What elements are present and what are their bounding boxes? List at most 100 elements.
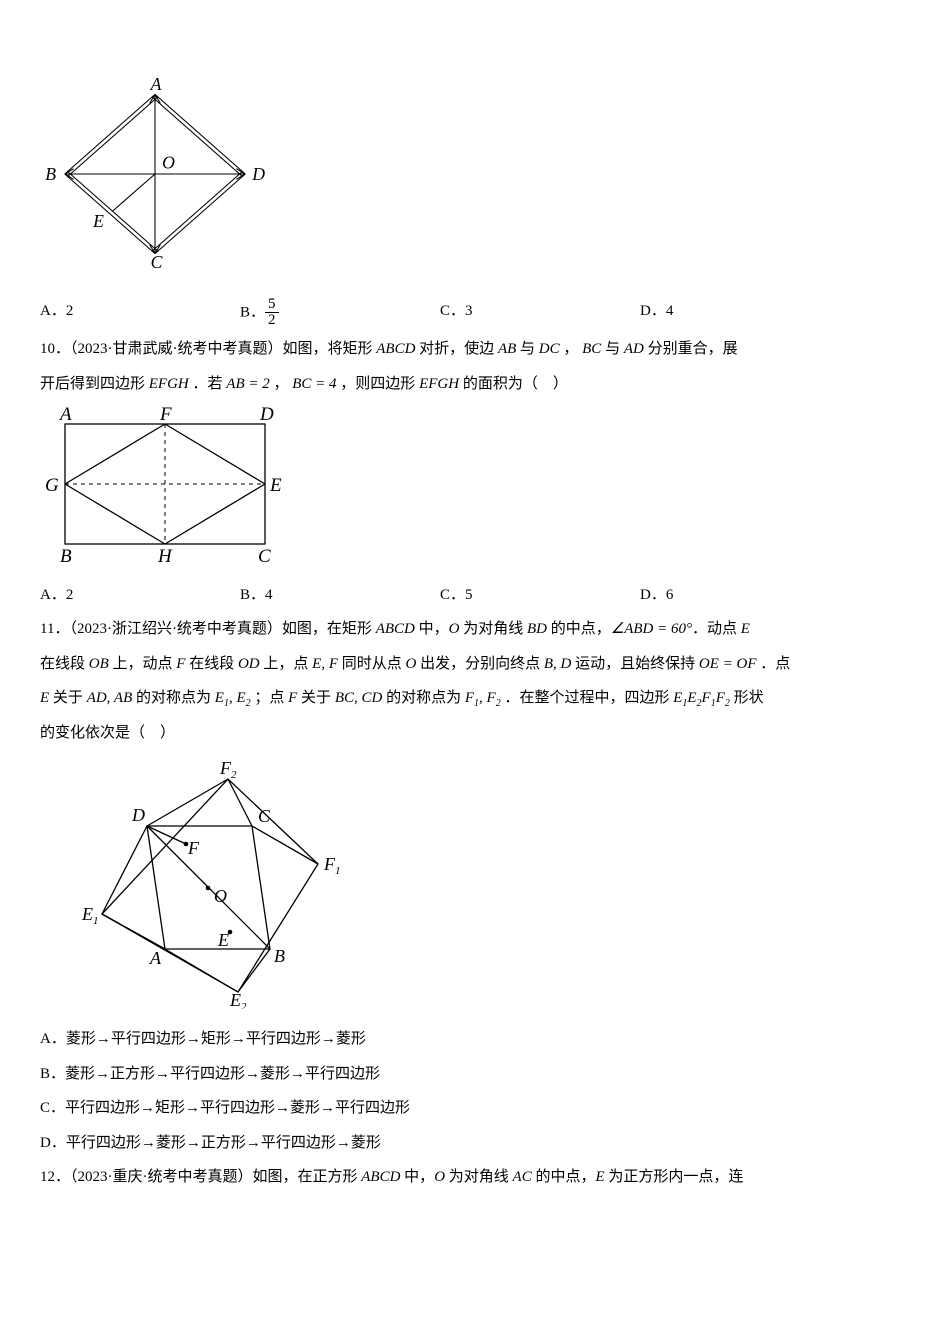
svg-text:F1: F1 (323, 854, 341, 877)
t: 为对角线 (445, 1169, 513, 1185)
t: 形状 (730, 690, 764, 706)
e12: E1, E2 (215, 690, 251, 706)
frac-num: 5 (265, 297, 279, 314)
q11-figure: AB CD OE F F2 F1 E1 E2 (80, 754, 830, 1020)
q11-stem-line4: 的变化依次是（ ） (40, 719, 830, 748)
q9-opt-a: A．2 (40, 297, 240, 330)
t: 与 (516, 341, 539, 357)
t: O (406, 656, 417, 672)
t: 在线段 (40, 656, 89, 672)
quad: E1E2F1F2 (673, 690, 730, 706)
t: ．在整个过程中，四边形 (501, 690, 674, 706)
svg-text:B: B (60, 546, 72, 566)
t: 与 (601, 341, 624, 357)
q10-opt-c: C．5 (440, 581, 640, 610)
q10-options: A．2 B．4 C．5 D．6 (40, 581, 830, 610)
t: ．动点 (692, 621, 741, 637)
t: 上，动点 (109, 656, 177, 672)
svg-text:B: B (45, 164, 56, 184)
t: 关于 (297, 690, 335, 706)
svg-text:E2: E2 (229, 990, 247, 1009)
t: ， (270, 376, 293, 392)
q9-options: A．2 B．52 C．3 D．4 (40, 297, 830, 330)
t: 同时从点 (338, 656, 406, 672)
dc: DC (539, 341, 560, 357)
t: AD, AB (87, 690, 133, 706)
q11-stem-line1: 11．（2023·浙江绍兴·统考中考真题）如图，在矩形 ABCD 中，O 为对角… (40, 615, 830, 644)
svg-text:E: E (269, 475, 282, 496)
t: ；点 (251, 690, 289, 706)
svg-text:A: A (58, 404, 72, 425)
q9-opt-b-prefix: B． (240, 304, 265, 320)
ab: AB (498, 341, 516, 357)
q11-opt-a: A．菱形→平行四边形→矩形→平行四边形→菱形 (40, 1025, 830, 1054)
q9-opt-b: B．52 (240, 297, 440, 330)
q11-opt-d: D．平行四边形→菱形→正方形→平行四边形→菱形 (40, 1129, 830, 1158)
t: E (595, 1169, 604, 1185)
svg-text:A: A (149, 948, 162, 968)
abeq: AB = 2 (226, 376, 269, 392)
t: 中， (400, 1169, 434, 1185)
bc: BC (582, 341, 601, 357)
svg-text:E1: E1 (81, 904, 99, 927)
q10-opt-b: B．4 (240, 581, 440, 610)
frac-den: 2 (265, 313, 279, 329)
svg-text:O: O (162, 153, 175, 173)
q10-figure: AFD GE BHC (40, 404, 830, 577)
t: ．若 (189, 376, 227, 392)
q10-opt-d: D．6 (640, 581, 840, 610)
q9-figure: A B C D O E (40, 66, 830, 293)
svg-text:G: G (45, 475, 59, 496)
t: 运动，且始终保持 (571, 656, 699, 672)
t: 的中点， (547, 621, 611, 637)
svg-text:D: D (251, 164, 265, 184)
q11-opt-b: B．菱形→正方形→平行四边形→菱形→平行四边形 (40, 1060, 830, 1089)
svg-text:D: D (131, 805, 145, 825)
svg-text:C: C (258, 546, 271, 566)
t: E, F (312, 656, 338, 672)
svg-text:F: F (187, 838, 200, 858)
abcd: ABCD (376, 341, 415, 357)
t: ∠ABD = 60° (611, 621, 692, 637)
svg-text:O: O (214, 886, 227, 906)
t: BD (527, 621, 547, 637)
q10-opt-a: A．2 (40, 581, 240, 610)
t: 在线段 (185, 656, 238, 672)
q10-stem-line1: 10．（2023·甘肃武威·统考中考真题）如图，将矩形 ABCD 对折，使边 A… (40, 335, 830, 364)
t: ABCD (376, 621, 415, 637)
q12-stem: 12．（2023·重庆·统考中考真题）如图，在正方形 ABCD 中，O 为对角线… (40, 1163, 830, 1192)
t: 开后得到四边形 (40, 376, 149, 392)
t: ，则四边形 (337, 376, 420, 392)
bceq: BC = 4 (292, 376, 336, 392)
t: 分别重合，展 (644, 341, 738, 357)
t: 的面积为（ ） (459, 376, 568, 392)
t: 12．（2023·重庆·统考中考真题）如图，在正方形 (40, 1169, 361, 1185)
svg-text:E: E (92, 211, 104, 231)
t: 的中点， (532, 1169, 596, 1185)
svg-text:H: H (157, 546, 173, 566)
svg-text:B: B (274, 946, 285, 966)
ad: AD (624, 341, 644, 357)
t: OE = OF (699, 656, 757, 672)
q11-stem-line2: 在线段 OB 上，动点 F 在线段 OD 上，点 E, F 同时从点 O 出发，… (40, 650, 830, 679)
svg-text:E: E (217, 930, 229, 950)
t: 为对角线 (459, 621, 527, 637)
q10-stem-line2: 开后得到四边形 EFGH ．若 AB = 2 ， BC = 4 ，则四边形 EF… (40, 370, 830, 399)
efgh2: EFGH (419, 376, 459, 392)
t: 11．（2023·浙江绍兴·统考中考真题）如图，在矩形 (40, 621, 376, 637)
t: 关于 (49, 690, 87, 706)
t: 10．（2023·甘肃武威·统考中考真题）如图，将矩形 (40, 341, 376, 357)
q9-opt-d: D．4 (640, 297, 840, 330)
t: 的对称点为 (382, 690, 465, 706)
q9-opt-c: C．3 (440, 297, 640, 330)
t: 中， (415, 621, 449, 637)
t: O (434, 1169, 445, 1185)
t: F (288, 690, 297, 706)
t: 为正方形内一点，连 (605, 1169, 744, 1185)
t: 出发，分别向终点 (416, 656, 544, 672)
svg-text:D: D (259, 404, 274, 425)
t: 上，点 (260, 656, 313, 672)
t: ， (560, 341, 583, 357)
t: E (40, 690, 49, 706)
svg-text:A: A (150, 74, 162, 94)
